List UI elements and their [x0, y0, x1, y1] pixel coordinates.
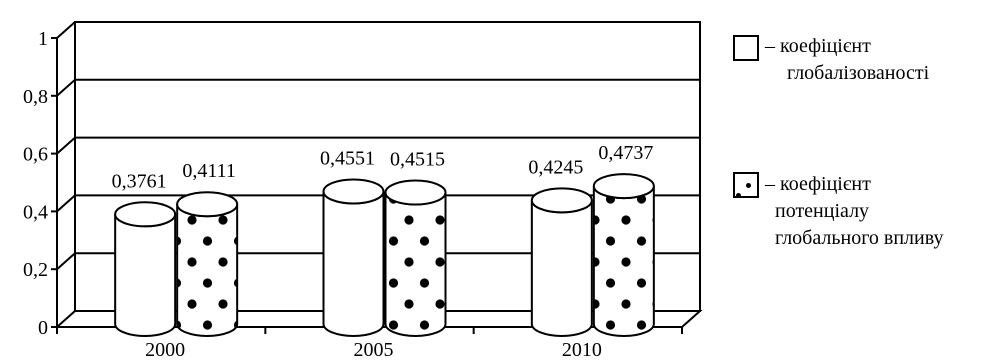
- cylinder-body: [176, 204, 239, 337]
- cylinder-top: [384, 179, 447, 206]
- cylinder-top: [176, 191, 239, 218]
- cylinder-top: [592, 173, 655, 200]
- data-label: 0,4245: [528, 156, 583, 178]
- cylinder-bar: [384, 179, 447, 337]
- bars: [114, 173, 655, 337]
- y-tick-label: 1: [38, 28, 48, 50]
- legend-swatch-plain: [733, 35, 759, 61]
- cylinder-body: [592, 185, 655, 337]
- x-tick-label: 2005: [354, 339, 394, 361]
- y-tick-label: 0,6: [23, 144, 48, 166]
- data-label: 0,4515: [390, 149, 445, 171]
- legend-dot: [746, 183, 751, 188]
- cylinder-bar: [592, 173, 655, 337]
- legend-swatch-dotted: [733, 172, 759, 198]
- data-label: 0,3761: [112, 170, 167, 192]
- y-tick-label: 0,4: [23, 201, 48, 223]
- legend-item-2-line-2: потенціалу: [775, 200, 870, 222]
- cylinder-bar: [530, 187, 593, 337]
- grid-depth-line: [56, 21, 76, 39]
- grid-depth-line: [56, 136, 76, 155]
- data-labels: 0,3761 0,4111 0,4551 0,4515 0,4245 0,4737: [112, 142, 654, 192]
- y-tick-label: 0,8: [23, 86, 48, 108]
- y-tick-label: 0: [38, 317, 48, 339]
- cylinder-body: [530, 200, 593, 337]
- cylinder-body: [322, 191, 385, 337]
- grid-depth-line: [56, 194, 76, 213]
- grid-depth-line: [56, 252, 76, 270]
- legend-item-1-line-2: глобалізованості: [787, 62, 930, 84]
- x-tick-label: 2000: [145, 339, 185, 361]
- cylinder-top: [530, 187, 593, 214]
- cylinder-bar: [114, 201, 177, 337]
- y-tick-label: 0,2: [23, 259, 48, 281]
- cylinder-top: [322, 178, 385, 205]
- data-label: 0,4111: [182, 160, 236, 182]
- legend-item-1-line-1: – коефіцієнт: [765, 35, 871, 57]
- cylinder-bar: [176, 191, 239, 337]
- data-label: 0,4737: [598, 142, 653, 164]
- cylinder-body: [114, 214, 177, 337]
- legend-item-2-line-1: – коефіцієнт: [765, 173, 871, 195]
- data-label: 0,4551: [320, 147, 375, 169]
- grid-depth-line: [56, 79, 76, 97]
- cylinder-body: [384, 192, 447, 337]
- y-axis: 0 0,2 0,4 0,6 0,8 1: [23, 28, 58, 339]
- legend-dot: [736, 193, 741, 198]
- cylinder-bar: [322, 178, 385, 337]
- legend-item-2-line-3: глобального впливу: [775, 227, 944, 249]
- cylinder-top: [114, 201, 177, 228]
- x-tick-label: 2010: [562, 339, 602, 361]
